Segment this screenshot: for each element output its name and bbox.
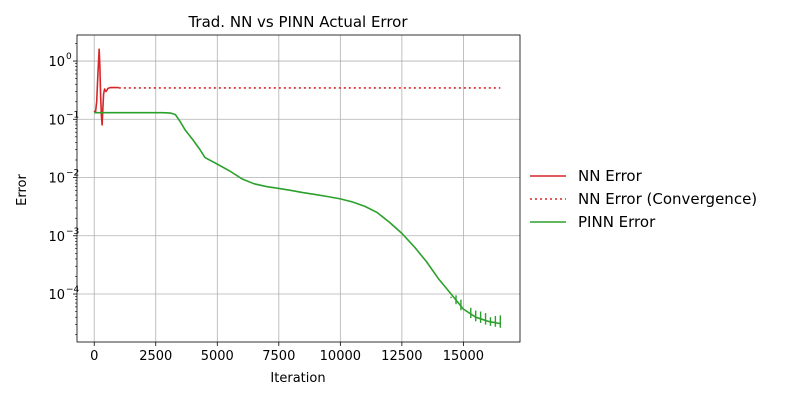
x-ticks: 0 2500 5000 7500 10000 12500 15000 — [90, 342, 484, 364]
y-tick-label: 10 — [48, 113, 65, 128]
y-tick-label: 10 — [48, 55, 65, 70]
x-tick-label: 7500 — [262, 349, 295, 364]
y-tick-exponent: −1 — [66, 110, 79, 120]
y-tick-label: 10 — [48, 172, 65, 187]
x-tick-label: 2500 — [139, 349, 172, 364]
y-tick-exponent: −2 — [66, 169, 79, 179]
series-line-pinn-error — [94, 111, 501, 325]
x-tick-label: 10000 — [320, 349, 361, 364]
legend-label: NN Error (Convergence) — [578, 190, 757, 208]
y-tick-label: 10 — [48, 230, 65, 245]
x-tick-label: 15000 — [443, 349, 484, 364]
x-tick-label: 12500 — [381, 349, 422, 364]
x-tick-label: 0 — [90, 349, 98, 364]
y-axis-label: Error — [15, 174, 30, 206]
grid — [77, 35, 520, 342]
x-tick-label: 5000 — [201, 349, 234, 364]
series-line-nn-error — [93, 48, 119, 126]
y-tick-exponent: −3 — [66, 227, 79, 237]
legend-label: PINN Error — [578, 213, 656, 231]
series-layer — [93, 48, 502, 328]
x-axis-label: Iteration — [270, 371, 325, 386]
plot-frame — [76, 34, 521, 343]
y-tick-label: 10 — [48, 288, 65, 303]
legend: NN Error NN Error (Convergence) PINN Error — [530, 167, 757, 231]
chart-title: Trad. NN vs PINN Actual Error — [187, 13, 408, 31]
y-tick-exponent: −4 — [66, 285, 80, 295]
y-tick-exponent: 0 — [66, 52, 72, 62]
legend-label: NN Error — [578, 167, 643, 185]
